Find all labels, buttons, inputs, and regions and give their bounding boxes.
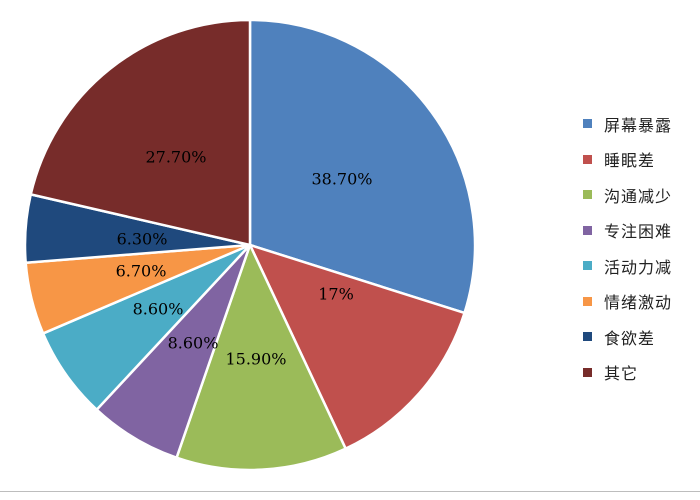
data-label-6: 6.70% [116, 262, 167, 281]
data-label-4: 8.60% [168, 334, 219, 353]
chart-legend: 屏幕暴露睡眠差沟通减少专注困难活动力减情绪激动食欲差其它 [583, 106, 700, 390]
data-label-1: 38.70% [311, 170, 372, 189]
legend-label-4: 专注困难 [604, 222, 673, 242]
legend-item-6: 情绪激动 [583, 284, 700, 320]
legend-swatch-6 [583, 296, 592, 306]
legend-label-2: 睡眠差 [604, 151, 656, 171]
pie-slices [23, 18, 477, 472]
data-label-7: 6.30% [117, 230, 168, 249]
legend-label-6: 情绪激动 [604, 293, 673, 313]
legend-label-1: 屏幕暴露 [604, 115, 673, 135]
legend-label-7: 食欲差 [604, 328, 656, 348]
data-label-8: 27.70% [145, 148, 206, 167]
pie-slice-3 [175, 243, 347, 472]
legend-item-3: 沟通减少 [583, 177, 700, 213]
legend-swatch-3 [583, 190, 592, 200]
legend-swatch-7 [583, 332, 592, 342]
legend-item-5: 活动力减 [583, 248, 700, 284]
pie-data-labels: 38.70% 17% 15.90% 8.60% 8.60% 6.70% 6.30% 27.70… [116, 148, 373, 369]
legend-label-3: 沟通减少 [604, 186, 673, 206]
legend-label-5: 活动力减 [604, 257, 673, 277]
legend-item-8: 其它 [583, 355, 700, 391]
legend-swatch-2 [583, 154, 592, 164]
legend-swatch-8 [583, 367, 592, 377]
pie-slice-8 [29, 18, 252, 247]
legend-item-7: 食欲差 [583, 319, 700, 355]
data-label-5: 8.60% [133, 300, 184, 319]
legend-swatch-4 [583, 225, 592, 235]
data-label-3: 15.90% [225, 350, 286, 369]
legend-item-4: 专注困难 [583, 213, 700, 249]
bottom-divider [0, 491, 700, 492]
legend-swatch-1 [583, 119, 592, 129]
pie-slice-2 [248, 243, 466, 450]
pie-slice-1 [248, 18, 477, 315]
legend-item-2: 睡眠差 [583, 142, 700, 178]
legend-label-8: 其它 [604, 364, 639, 384]
data-label-2: 17% [318, 285, 354, 304]
legend-swatch-5 [583, 261, 592, 271]
legend-item-1: 屏幕暴露 [583, 106, 700, 142]
